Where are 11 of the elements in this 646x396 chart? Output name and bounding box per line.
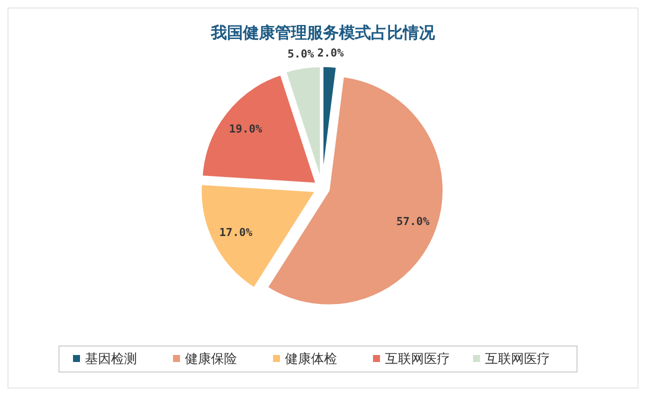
data-label: 19.0% [229,122,263,136]
data-label: 5.0% [287,48,314,61]
legend-label: 互联网医疗 [385,352,450,367]
data-label: 17.0% [219,226,253,239]
legend-label: 基因检测 [85,352,137,367]
data-label: 2.0% [317,46,344,60]
legend-label: 健康体检 [285,352,337,367]
legend-label: 健康保险 [185,352,237,367]
data-label: 57.0% [396,214,430,228]
chart-title: 我国健康管理服务模式占比情况 [210,23,436,42]
legend-label: 互联网医疗 [485,352,550,367]
